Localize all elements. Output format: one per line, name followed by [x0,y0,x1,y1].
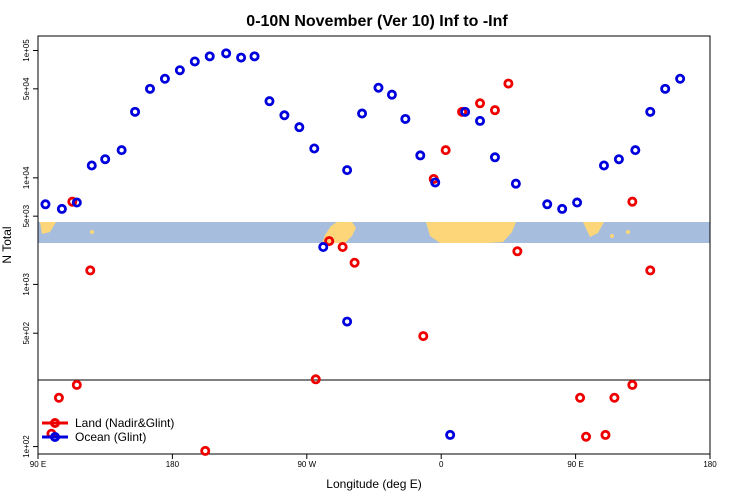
chart-title: 0-10N November (Ver 10) Inf to -Inf [246,13,508,30]
x-axis-label: Longitude (deg E) [326,477,421,491]
land-point-7 [324,236,335,247]
land-point-16 [503,78,514,89]
ocean-point-41 [675,73,686,84]
legend-label-ocean: Ocean (Glint) [75,430,146,444]
ocean-point-37 [613,154,624,165]
map-land-africa [426,222,516,243]
land-point-17 [512,246,523,257]
land-point-20 [600,429,611,440]
ocean-point-0 [40,199,51,210]
ocean-point-33 [542,199,553,210]
ocean-point-2 [71,197,82,208]
ocean-point-23 [373,82,384,93]
y-upper-tick-label-0: 5e+03 [22,204,31,227]
y-lower-tick-label-2: 1e+03 [22,273,31,296]
land-point-3 [85,265,96,276]
x-tick-label-0: 90 E [30,460,46,469]
land-point-14 [475,98,486,109]
ocean-point-5 [116,145,127,156]
ocean-point-16 [279,110,290,121]
x-axis: 90 E 180 90 W 0 90 E 180 [30,454,717,469]
land-point-24 [627,196,638,207]
y-axis: 5e+03 1e+04 5e+04 1e+05 1e+02 5e+02 1e+03 [22,39,38,458]
legend-label-land: Land (Nadir&Glint) [75,416,174,430]
data-points [40,48,686,456]
map-ocean-band [38,222,710,243]
land-point-10 [418,331,429,342]
map-land-island [610,234,614,238]
ocean-point-18 [309,143,320,154]
ocean-point-38 [630,145,641,156]
land-point-4 [67,196,78,207]
plot-frame [37,35,711,455]
ocean-point-28 [445,429,456,440]
land-point-9 [349,257,360,268]
land-point-12 [440,145,451,156]
land-point-6 [310,374,321,385]
land-point-18 [575,392,586,403]
x-tick-label-4: 90 E [567,460,583,469]
map-land-asia-left [40,222,56,234]
land-point-8 [337,242,348,253]
ocean-point-12 [221,48,232,59]
world-map-strip [38,222,710,243]
land-point-23 [645,265,656,276]
map-land-island [90,230,94,234]
ocean-point-11 [204,51,215,62]
x-tick-label-3: 0 [439,460,444,469]
ocean-point-6 [130,106,141,117]
land-point-19 [581,431,592,442]
legend: Land (Nadir&Glint) Ocean (Glint) [42,416,174,444]
ocean-point-3 [86,160,97,171]
ocean-point-26 [415,150,426,161]
y-lower-tick-label-1: 5e+02 [22,321,31,344]
map-land-island [626,230,630,234]
ocean-point-21 [342,316,353,327]
land-point-21 [609,392,620,403]
legend-marker-ocean [50,432,60,442]
ocean-point-34 [557,203,568,214]
ocean-point-35 [572,197,583,208]
ocean-point-10 [189,56,200,67]
ocean-point-14 [249,51,260,62]
y-upper-tick-label-3: 1e+05 [22,39,31,62]
ocean-point-8 [159,73,170,84]
land-point-5 [200,445,211,456]
ocean-point-27 [430,177,441,188]
ocean-point-19 [318,242,329,253]
ocean-point-4 [100,154,111,165]
ocean-point-30 [475,115,486,126]
legend-marker-land [50,418,60,428]
y-upper-tick-label-1: 1e+04 [22,166,31,189]
y-axis-label: N Total [0,226,14,263]
ocean-point-36 [598,160,609,171]
ocean-point-25 [400,113,411,124]
ocean-point-24 [386,89,397,100]
y-lower-tick-label-0: 1e+02 [22,435,31,458]
ocean-point-17 [294,122,305,133]
map-land-asia-right [583,222,604,237]
ocean-point-29 [460,106,471,117]
ocean-point-7 [144,83,155,94]
land-point-2 [71,379,82,390]
ocean-point-22 [357,108,368,119]
ocean-point-9 [174,65,185,76]
y-upper-tick-label-2: 5e+04 [22,77,31,100]
x-tick-label-2: 90 W [297,460,316,469]
land-point-22 [627,379,638,390]
ocean-point-31 [489,152,500,163]
x-tick-label-1: 180 [166,460,180,469]
ocean-point-13 [236,52,247,63]
ocean-point-39 [645,106,656,117]
ocean-point-40 [660,83,671,94]
ocean-point-15 [264,96,275,107]
ocean-point-32 [510,178,521,189]
land-point-15 [489,105,500,116]
land-point-1 [53,392,64,403]
ocean-point-1 [56,203,67,214]
ocean-point-20 [342,165,353,176]
x-tick-label-5: 180 [703,460,717,469]
